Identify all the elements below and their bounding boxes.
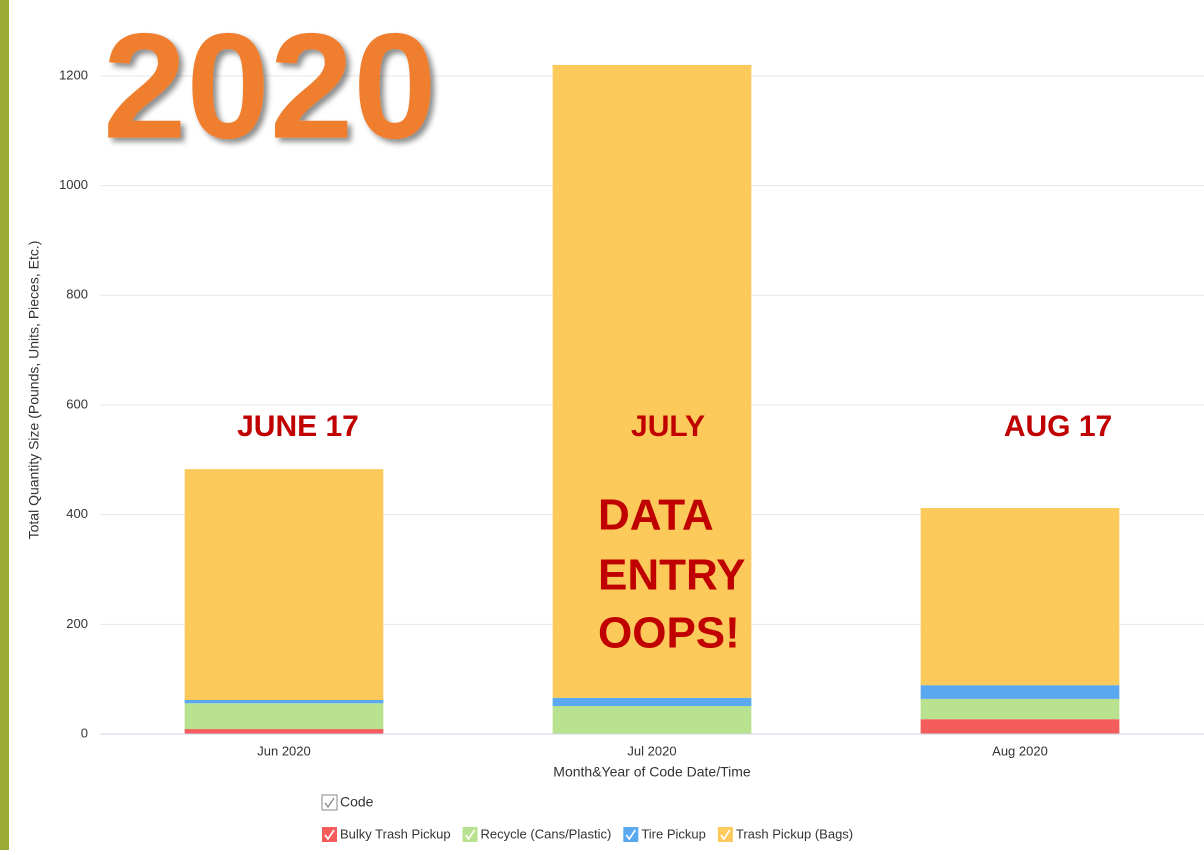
- legend-swatch: [623, 827, 639, 842]
- bar-segment: [184, 699, 384, 704]
- overlay-title: 2020: [103, 2, 437, 170]
- legend-label: Bulky Trash Pickup: [340, 826, 451, 841]
- check-icon: [324, 797, 335, 809]
- legend-swatch: [717, 827, 733, 842]
- x-axis-title: Month&Year of Code Date/Time: [553, 764, 751, 780]
- y-tick-label: 1000: [59, 177, 88, 192]
- bar-segment: [184, 469, 384, 700]
- annotation: DATA: [598, 491, 714, 540]
- legend-title: Code: [340, 794, 374, 810]
- bar-segment: [920, 685, 1120, 699]
- x-tick-label: Jun 2020: [257, 743, 311, 758]
- bar-segment: [552, 697, 752, 707]
- legend-label: Tire Pickup: [641, 826, 706, 841]
- annotation: JULY: [631, 410, 705, 443]
- y-tick-label: 800: [66, 287, 88, 302]
- y-tick-label: 200: [66, 616, 88, 631]
- bar-segment: [184, 729, 384, 734]
- bar-segment: [920, 719, 1120, 734]
- annotation: JUNE 17: [237, 410, 359, 443]
- legend-label: Trash Pickup (Bags): [736, 826, 853, 841]
- legend-swatch: [462, 827, 478, 842]
- bar-segment: [184, 703, 384, 730]
- x-tick-label: Jul 2020: [627, 743, 676, 758]
- legend-label: Recycle (Cans/Plastic): [481, 826, 612, 841]
- y-tick-label: 400: [66, 506, 88, 521]
- y-tick-label: 600: [66, 396, 88, 411]
- legend-item[interactable]: Recycle (Cans/Plastic): [462, 826, 612, 842]
- annotation: AUG 17: [1004, 410, 1112, 443]
- bar-segment: [920, 698, 1120, 720]
- annotation: ENTRY: [598, 551, 746, 600]
- legend-item[interactable]: Tire Pickup: [623, 826, 706, 842]
- left-border: [0, 0, 9, 850]
- y-tick-label: 0: [81, 725, 88, 740]
- bar-segment: [920, 508, 1120, 686]
- y-axis-title: Total Quantity Size (Pounds, Units, Piec…: [26, 241, 42, 540]
- check-icon: [720, 829, 731, 841]
- x-tick-label: Aug 2020: [992, 743, 1048, 758]
- bar-segment: [552, 64, 752, 698]
- check-icon: [625, 829, 636, 841]
- check-icon: [464, 829, 476, 841]
- legend-item[interactable]: Trash Pickup (Bags): [717, 826, 853, 842]
- legend-title-checkbox[interactable]: [321, 794, 338, 811]
- y-tick-label: 1200: [59, 67, 88, 82]
- check-icon: [324, 829, 335, 841]
- bar-segment: [552, 706, 752, 734]
- annotation: OOPS!: [598, 609, 740, 658]
- legend-item[interactable]: Bulky Trash Pickup: [322, 826, 451, 842]
- legend-swatch: [322, 827, 337, 842]
